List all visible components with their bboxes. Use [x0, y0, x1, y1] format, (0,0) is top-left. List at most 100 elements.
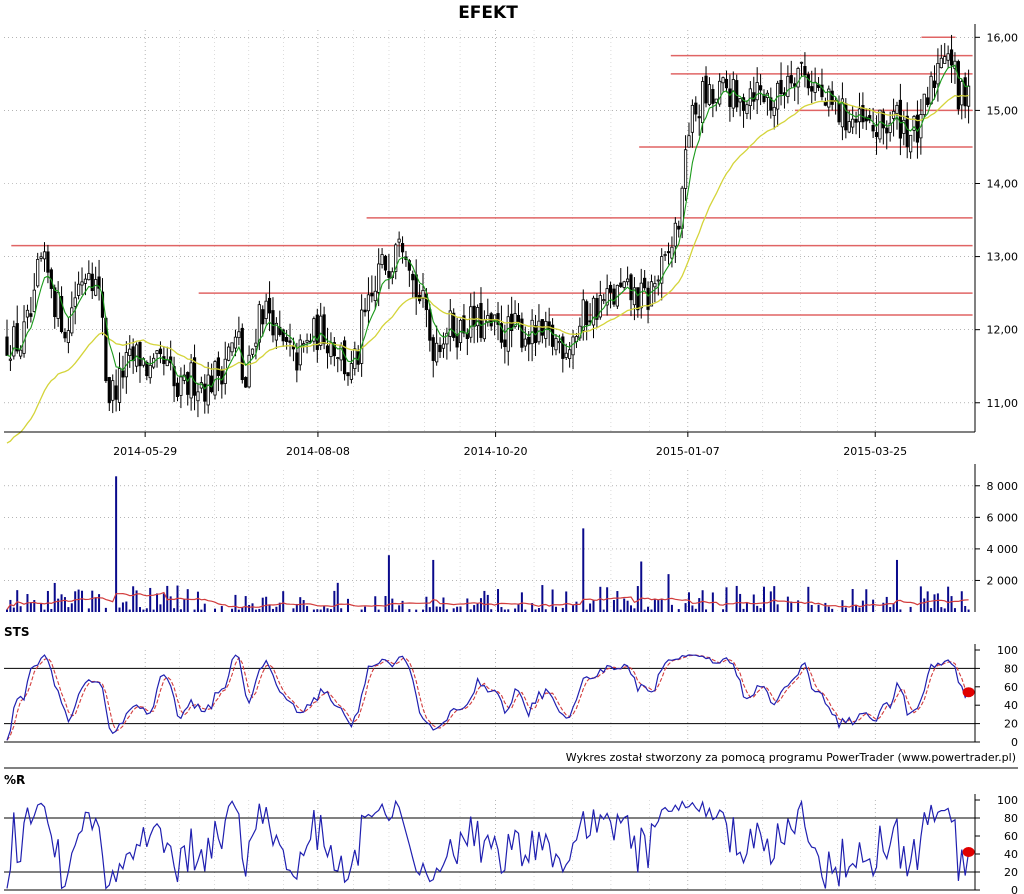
price-y-tick-label: 13,00	[987, 251, 1019, 264]
candle-up	[656, 279, 660, 282]
sts-grid	[4, 650, 975, 742]
candle-down	[724, 78, 729, 89]
candle-down	[837, 102, 841, 123]
candle-down	[203, 383, 207, 402]
volume-bar	[94, 597, 97, 612]
candle-up	[568, 349, 572, 360]
candle-down	[789, 75, 793, 84]
sts-panel-label: STS	[4, 625, 29, 639]
volume-bar	[251, 603, 254, 612]
volume-bar	[623, 598, 626, 612]
volume-bar	[684, 603, 687, 612]
price-y-tick-label: 12,00	[987, 324, 1019, 337]
volume-bar	[469, 609, 472, 612]
candle-down	[503, 339, 507, 348]
candle-down	[138, 341, 142, 367]
sts-signal-line	[6, 654, 969, 741]
price-x-ticks: 2014-05-29 2014-08-08 2014-10-20 2015-01-07…	[113, 432, 907, 458]
candle-down	[53, 287, 57, 318]
sts-y-tick-label: 80	[1004, 662, 1018, 675]
volume-bar	[660, 599, 663, 612]
volume-bar	[159, 604, 162, 612]
candle-up	[435, 342, 439, 363]
volume-bar	[531, 603, 534, 612]
candle-up	[632, 287, 637, 306]
volume-bar	[237, 609, 240, 612]
volume-bar	[40, 603, 43, 612]
volume-bar	[138, 607, 141, 612]
candle-up	[605, 288, 609, 306]
volume-bar	[452, 608, 455, 612]
volume-bar	[401, 600, 404, 612]
candle-down	[677, 225, 681, 230]
williams-y-tick-label: 20	[1004, 866, 1018, 879]
candle-up	[895, 105, 899, 114]
volume-bar	[312, 609, 315, 612]
williams-y-tick-label: 0	[1011, 884, 1018, 894]
volume-bar	[705, 609, 708, 612]
volume-bar	[735, 585, 738, 612]
candle-up	[25, 309, 30, 318]
williams-grid	[4, 800, 975, 890]
sts-axis-frame	[4, 644, 976, 743]
candle-up	[77, 283, 81, 296]
volume-bar	[923, 598, 926, 612]
candle-down	[496, 313, 500, 325]
candle-up	[786, 75, 790, 97]
candle-down	[455, 334, 459, 348]
candle-down	[162, 356, 166, 365]
candle-down	[619, 282, 623, 287]
volume-bar	[541, 585, 544, 612]
candle-down	[407, 260, 411, 271]
volume-bar	[295, 603, 298, 612]
sts-last-value-marker	[962, 687, 975, 698]
volume-bar	[582, 528, 585, 612]
candle-up	[714, 98, 718, 103]
volume-bar	[616, 591, 619, 612]
volume-bar	[773, 586, 776, 612]
candle-down	[810, 86, 814, 92]
volume-bar	[319, 609, 322, 612]
volume-bar	[152, 609, 155, 612]
candle-down	[186, 372, 190, 395]
volume-bar	[391, 598, 394, 612]
volume-bar	[657, 599, 660, 612]
volume-bar	[572, 605, 575, 612]
volume-bar	[428, 607, 431, 612]
volume-bar	[234, 594, 237, 612]
candle-down	[29, 313, 33, 317]
candle-up	[66, 330, 70, 343]
candle-down	[905, 115, 909, 148]
candle-up	[660, 256, 664, 284]
candle-up	[8, 358, 13, 361]
volume-bar	[456, 606, 459, 612]
candle-up	[673, 222, 677, 247]
candle-up	[554, 338, 558, 351]
candle-down	[758, 85, 763, 91]
candle-down	[322, 314, 326, 345]
candle-down	[346, 372, 350, 377]
candle-up	[87, 273, 91, 281]
candle-down	[452, 312, 456, 338]
volume-bar	[268, 604, 271, 612]
candle-up	[155, 350, 159, 355]
candle-down	[629, 274, 633, 301]
candle-up	[506, 316, 510, 352]
volume-bar	[889, 607, 892, 612]
volume-bar	[387, 555, 390, 612]
volume-bar	[220, 606, 223, 612]
candle-down	[820, 84, 824, 98]
volume-bar	[967, 609, 970, 612]
candle-up	[581, 299, 585, 331]
volume-bar	[29, 602, 32, 612]
volume-bar	[145, 608, 148, 612]
volume-bar	[98, 594, 101, 612]
candle-down	[874, 132, 879, 138]
price-y-ticks: 11,00 12,00 13,00 14,00 15,00 16,00	[975, 31, 1019, 410]
volume-bar	[231, 608, 234, 612]
price-y-tick-label: 14,00	[987, 177, 1019, 190]
volume-bar	[33, 600, 36, 612]
volume-bar	[87, 608, 90, 612]
candle-up	[929, 75, 933, 105]
volume-bar	[282, 591, 285, 612]
